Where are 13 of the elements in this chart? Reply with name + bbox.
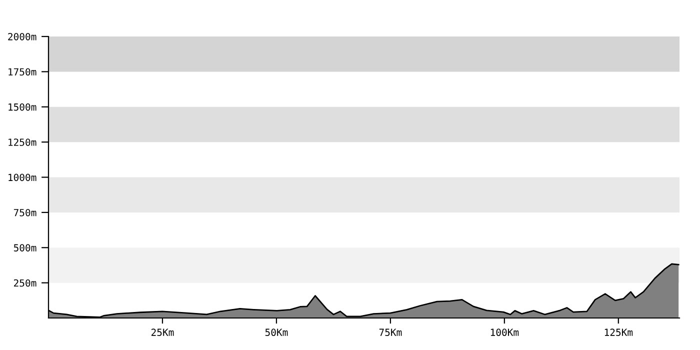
y-tick-label: 2000m (8, 33, 36, 40)
x-tick-label: 25Km (151, 328, 174, 336)
y-tick-label: 1750m (8, 68, 36, 76)
x-tick-label: 50Km (265, 328, 288, 336)
y-tick-label: 1250m (8, 138, 36, 146)
y-tick-label: 1000m (8, 174, 36, 182)
x-tick-label: 125Km (604, 328, 633, 336)
x-tick-label: 100Km (490, 328, 519, 336)
y-tick-label: 250m (14, 279, 36, 287)
y-tick-label: 500m (14, 244, 36, 252)
y-tick-label: 750m (14, 208, 36, 216)
y-tick-label: 1500m (8, 103, 36, 111)
x-tick-label: 75Km (379, 328, 402, 336)
